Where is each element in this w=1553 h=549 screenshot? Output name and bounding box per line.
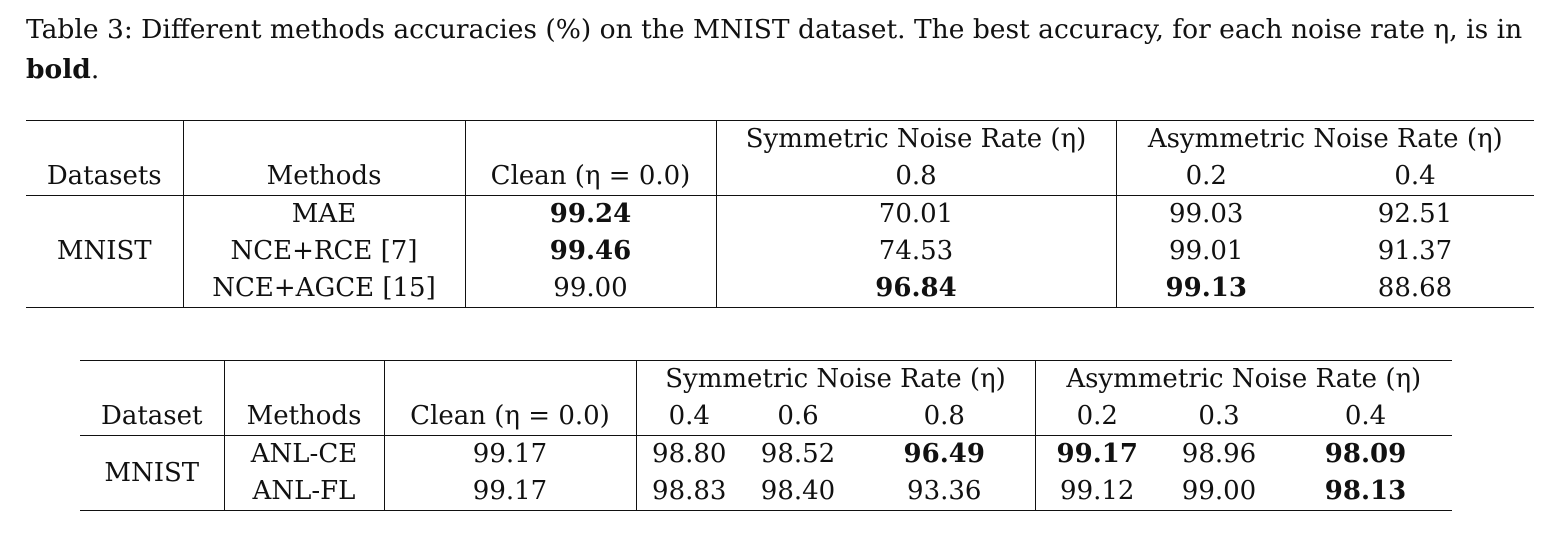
sym-0-8-cell: 70.01 bbox=[715, 195, 1116, 233]
method-cell: MAE bbox=[182, 195, 465, 233]
sym-0-8-cell: 74.53 bbox=[715, 233, 1116, 270]
table-header-group-row: Symmetric Noise Rate (η) Asymmetric Nois… bbox=[26, 120, 1534, 158]
caption-period: . bbox=[90, 54, 100, 85]
asym-0-4-cell: 88.68 bbox=[1377, 273, 1453, 303]
col-header-clean: Clean (η = 0.0) bbox=[383, 398, 636, 436]
table-row: MNIST ANL-CE 99.17 98.80 98.52 96.49 99.… bbox=[80, 435, 1452, 488]
sym-0-8-cell: 93.36 bbox=[907, 476, 982, 506]
col-header-asym-0-4: 0.4 bbox=[1279, 398, 1452, 436]
col-header-asym-0-3: 0.3 bbox=[1159, 398, 1279, 436]
asym-0-2-cell: 99.01 bbox=[1115, 233, 1296, 270]
method-cell: ANL-FL bbox=[223, 473, 384, 511]
table-row: MNIST MAE 99.24 70.01 99.03 92.51 bbox=[26, 195, 1534, 266]
sym-0-8-cell: 96.84 bbox=[715, 270, 1116, 308]
col-header-sym-0-6: 0.6 bbox=[742, 398, 854, 436]
asym-0-2-cell: 99.03 bbox=[1115, 195, 1296, 233]
clean-cell: 99.46 bbox=[464, 233, 716, 270]
method-cell: NCE+AGCE [15] bbox=[182, 270, 465, 308]
asym-0-2-cell: 99.12 bbox=[1034, 473, 1159, 511]
table-header-row: Dataset Methods Clean (η = 0.0) 0.4 0.6 … bbox=[80, 398, 1452, 436]
col-header-dataset: Dataset bbox=[80, 398, 224, 436]
col-header-sym-0-8: 0.8 bbox=[715, 158, 1116, 196]
asym-0-3-cell: 98.96 bbox=[1181, 439, 1257, 469]
asym-0-4-cell: 92.51 bbox=[1377, 199, 1453, 229]
col-header-asym-0-2: 0.2 bbox=[1034, 398, 1159, 436]
col-header-sym-0-8: 0.8 bbox=[854, 398, 1035, 436]
method-cell: NCE+RCE [7] bbox=[182, 233, 465, 270]
asym-0-2-cell: 99.17 bbox=[1034, 435, 1159, 473]
col-header-sym-0-4: 0.4 bbox=[635, 398, 742, 436]
table-header-group-row: Symmetric Noise Rate (η) Asymmetric Nois… bbox=[80, 360, 1452, 398]
col-header-methods: Methods bbox=[182, 158, 465, 196]
col-header-clean: Clean (η = 0.0) bbox=[464, 158, 716, 196]
asym-0-2-cell: 99.13 bbox=[1115, 270, 1296, 308]
caption-text: Table 3: Different methods accuracies (%… bbox=[26, 14, 1523, 45]
sym-0-4-cell: 98.80 bbox=[635, 435, 742, 473]
sym-0-8-cell: 96.49 bbox=[903, 439, 985, 469]
clean-cell: 99.00 bbox=[464, 270, 716, 308]
clean-cell: 99.24 bbox=[464, 195, 716, 233]
col-header-asym-0-4: 0.4 bbox=[1296, 158, 1534, 196]
symmetric-group-header: Symmetric Noise Rate (η) bbox=[635, 360, 1035, 398]
asym-0-4-cell: 91.37 bbox=[1377, 236, 1453, 266]
caption-bold-word: bold bbox=[26, 54, 91, 85]
sym-0-6-cell: 98.40 bbox=[760, 476, 836, 506]
clean-cell: 99.17 bbox=[383, 435, 636, 473]
table-row: NCE+RCE [7] 99.46 74.53 99.01 91.37 bbox=[26, 233, 1534, 270]
col-header-asym-0-2: 0.2 bbox=[1115, 158, 1296, 196]
table-row: ANL-FL 99.17 98.83 98.40 93.36 99.12 99.… bbox=[80, 473, 1452, 511]
table-row: NCE+AGCE [15] 99.00 96.84 99.13 88.68 bbox=[26, 270, 1534, 308]
table-header-row: Datasets Methods Clean (η = 0.0) 0.8 0.2… bbox=[26, 158, 1534, 196]
method-cell: ANL-CE bbox=[223, 435, 384, 473]
dataset-cell: MNIST bbox=[104, 457, 200, 488]
asym-0-3-cell: 99.00 bbox=[1181, 476, 1257, 506]
col-header-methods: Methods bbox=[223, 398, 384, 436]
col-header-datasets: Datasets bbox=[26, 158, 183, 196]
dataset-cell: MNIST bbox=[56, 236, 152, 266]
asymmetric-group-header: Asymmetric Noise Rate (η) bbox=[1034, 360, 1452, 398]
asym-0-4-cell: 98.09 bbox=[1324, 439, 1407, 469]
sym-0-6-cell: 98.52 bbox=[760, 439, 836, 469]
asymmetric-group-header: Asymmetric Noise Rate (η) bbox=[1115, 120, 1534, 158]
asym-0-4-cell: 98.13 bbox=[1324, 476, 1407, 506]
symmetric-group-header: Symmetric Noise Rate (η) bbox=[715, 120, 1116, 158]
clean-cell: 99.17 bbox=[383, 473, 636, 511]
table-caption: Table 3: Different methods accuracies (%… bbox=[26, 10, 1526, 90]
results-table-1: Symmetric Noise Rate (η) Asymmetric Nois… bbox=[26, 120, 1534, 308]
results-table-2: Symmetric Noise Rate (η) Asymmetric Nois… bbox=[80, 360, 1452, 511]
sym-0-4-cell: 98.83 bbox=[635, 473, 742, 511]
